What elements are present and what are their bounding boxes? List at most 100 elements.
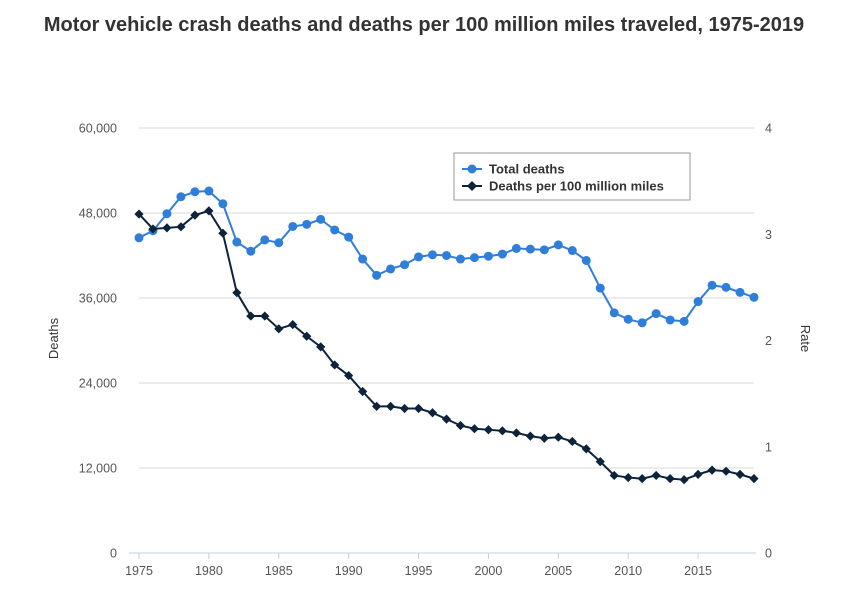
data-point-total-deaths[interactable] <box>525 244 535 254</box>
data-point-total-deaths[interactable] <box>260 235 270 245</box>
data-point-rate[interactable] <box>372 401 382 411</box>
data-point-rate[interactable] <box>455 420 466 431</box>
data-point-rate[interactable] <box>148 224 158 234</box>
right-tick-label: 3 <box>765 228 772 242</box>
series-rate <box>134 206 759 485</box>
data-point-rate[interactable] <box>497 426 508 436</box>
legend-item-total-deaths[interactable]: Total deaths <box>462 162 565 177</box>
data-point-total-deaths[interactable] <box>176 192 186 202</box>
data-point-total-deaths[interactable] <box>483 251 493 261</box>
legend-item-rate[interactable]: Deaths per 100 million miles <box>462 179 664 194</box>
data-point-rate[interactable] <box>721 466 731 476</box>
data-point-total-deaths[interactable] <box>134 233 144 243</box>
data-point-total-deaths[interactable] <box>232 237 242 247</box>
data-point-rate[interactable] <box>413 403 424 414</box>
data-point-rate[interactable] <box>637 474 647 484</box>
data-point-rate[interactable] <box>316 342 326 352</box>
x-tick-label: 1975 <box>125 564 153 578</box>
data-point-rate[interactable] <box>288 319 298 330</box>
data-point-total-deaths[interactable] <box>414 252 424 262</box>
data-point-total-deaths[interactable] <box>344 232 354 242</box>
data-point-total-deaths[interactable] <box>679 316 689 326</box>
data-point-total-deaths[interactable] <box>595 283 605 293</box>
data-point-total-deaths[interactable] <box>469 253 479 263</box>
data-point-rate[interactable] <box>190 210 200 220</box>
data-point-rate[interactable] <box>609 470 619 481</box>
data-point-total-deaths[interactable] <box>707 280 717 290</box>
data-point-total-deaths[interactable] <box>400 260 410 270</box>
data-point-rate[interactable] <box>427 408 438 418</box>
right-tick-label: 2 <box>765 334 772 348</box>
data-point-total-deaths[interactable] <box>386 264 396 274</box>
data-point-total-deaths[interactable] <box>511 243 521 253</box>
data-point-rate[interactable] <box>539 433 549 443</box>
data-point-total-deaths[interactable] <box>455 254 465 264</box>
data-point-rate[interactable] <box>749 474 759 484</box>
data-point-rate[interactable] <box>679 475 689 485</box>
data-point-rate[interactable] <box>567 436 577 447</box>
data-point-rate[interactable] <box>469 424 480 434</box>
right-axis-ticks: 0 1 2 3 4 <box>765 122 772 561</box>
data-point-total-deaths[interactable] <box>428 250 438 260</box>
left-tick-label: 24,000 <box>79 377 117 391</box>
data-point-rate[interactable] <box>358 386 368 397</box>
data-point-total-deaths[interactable] <box>637 318 647 328</box>
x-tick-label: 2005 <box>544 564 572 578</box>
data-point-rate[interactable] <box>581 444 591 454</box>
data-point-total-deaths[interactable] <box>204 186 214 196</box>
data-point-total-deaths[interactable] <box>665 315 675 325</box>
data-point-rate[interactable] <box>651 470 661 481</box>
data-point-rate[interactable] <box>232 288 242 298</box>
data-point-rate[interactable] <box>595 457 605 467</box>
data-point-total-deaths[interactable] <box>162 209 172 219</box>
data-point-total-deaths[interactable] <box>302 219 312 229</box>
data-point-total-deaths[interactable] <box>567 246 577 256</box>
data-point-rate[interactable] <box>483 425 494 435</box>
data-point-total-deaths[interactable] <box>316 214 326 224</box>
data-point-rate[interactable] <box>330 360 340 370</box>
data-point-total-deaths[interactable] <box>749 292 759 302</box>
data-point-rate[interactable] <box>134 209 144 219</box>
data-point-total-deaths[interactable] <box>553 240 563 250</box>
data-point-rate[interactable] <box>525 431 535 441</box>
data-point-total-deaths[interactable] <box>623 314 633 324</box>
data-point-total-deaths[interactable] <box>651 309 661 319</box>
data-point-total-deaths[interactable] <box>442 251 451 260</box>
data-point-rate[interactable] <box>693 469 703 479</box>
data-point-rate[interactable] <box>162 223 172 233</box>
data-point-rate[interactable] <box>204 206 214 216</box>
data-point-rate[interactable] <box>274 324 284 334</box>
data-point-rate[interactable] <box>441 414 452 424</box>
data-point-total-deaths[interactable] <box>372 270 382 280</box>
data-point-total-deaths[interactable] <box>218 199 228 209</box>
data-point-rate[interactable] <box>623 472 633 483</box>
data-point-total-deaths[interactable] <box>246 246 256 256</box>
data-point-total-deaths[interactable] <box>735 287 745 297</box>
data-point-rate[interactable] <box>385 401 396 411</box>
data-point-total-deaths[interactable] <box>190 187 200 197</box>
data-point-rate[interactable] <box>246 311 256 321</box>
data-point-rate[interactable] <box>260 311 270 321</box>
data-point-total-deaths[interactable] <box>497 249 507 259</box>
data-point-total-deaths[interactable] <box>539 245 549 255</box>
data-point-total-deaths[interactable] <box>693 297 703 307</box>
data-point-total-deaths[interactable] <box>721 282 731 292</box>
data-point-rate[interactable] <box>302 331 312 341</box>
data-point-rate[interactable] <box>553 432 563 442</box>
data-point-total-deaths[interactable] <box>274 238 284 248</box>
data-point-total-deaths[interactable] <box>609 308 619 318</box>
data-point-rate[interactable] <box>665 474 675 484</box>
data-point-rate[interactable] <box>218 228 228 238</box>
data-point-rate[interactable] <box>399 403 410 414</box>
data-point-rate[interactable] <box>707 465 717 475</box>
data-point-rate[interactable] <box>344 370 354 381</box>
data-point-total-deaths[interactable] <box>288 221 298 231</box>
data-point-total-deaths[interactable] <box>358 254 368 264</box>
data-point-total-deaths[interactable] <box>330 225 340 235</box>
data-point-rate[interactable] <box>511 428 521 438</box>
left-tick-label: 48,000 <box>79 207 117 221</box>
legend[interactable]: Total deaths Deaths per 100 million mile… <box>453 152 691 201</box>
data-point-rate[interactable] <box>735 469 745 479</box>
data-point-total-deaths[interactable] <box>581 255 591 265</box>
data-point-rate[interactable] <box>176 222 186 232</box>
